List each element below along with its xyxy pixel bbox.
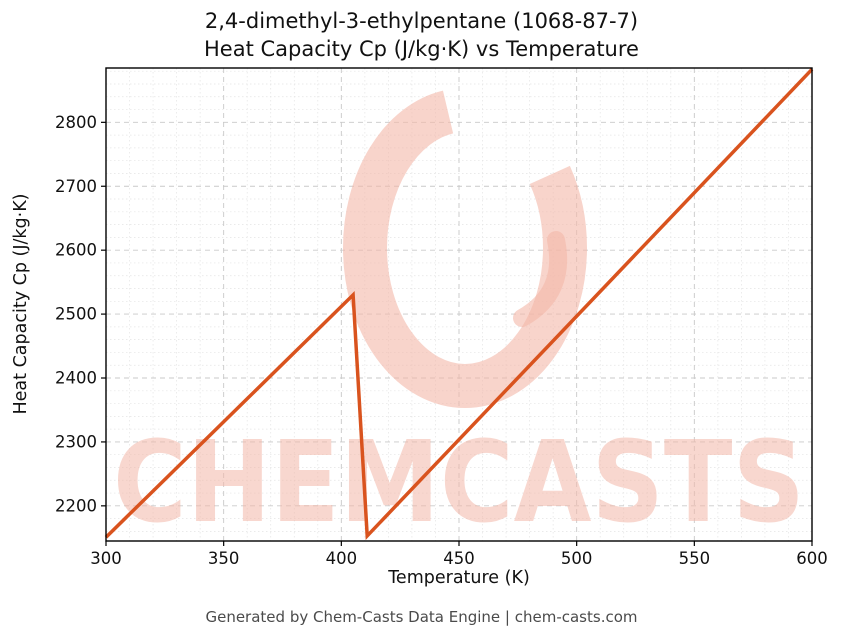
x-tick-label: 600: [796, 549, 828, 568]
x-tick-label: 300: [90, 549, 122, 568]
chart-title-block: 2,4-dimethyl-3-ethylpentane (1068-87-7) …: [0, 8, 843, 63]
y-tick-label: 2700: [55, 177, 97, 196]
y-axis-label: Heat Capacity Cp (J/kg·K): [11, 193, 31, 415]
watermark-logo-c-icon: [343, 88, 587, 408]
x-tick-label: 500: [561, 549, 593, 568]
x-tick-label: 350: [208, 549, 240, 568]
y-tick-label: 2600: [55, 241, 97, 260]
series-line: [104, 68, 814, 541]
chart-subtitle: Heat Capacity Cp (J/kg·K) vs Temperature: [204, 36, 639, 61]
chart-title: 2,4-dimethyl-3-ethylpentane (1068-87-7): [204, 9, 639, 33]
x-tick-label: 450: [443, 549, 475, 568]
y-tick-label: 2400: [55, 369, 97, 388]
x-axis-label: Temperature (K): [388, 568, 530, 588]
y-tick-label: 2500: [55, 305, 97, 324]
y-tick-label: 2800: [55, 113, 97, 132]
footer-text: Generated by Chem-Casts Data Engine | ch…: [205, 608, 638, 626]
x-tick-label: 550: [679, 549, 711, 568]
x-tick-label: 400: [326, 549, 358, 568]
watermark-logo-swirl-icon: [513, 231, 568, 327]
y-tick-label: 2300: [55, 432, 97, 451]
y-tick-label: 2200: [55, 496, 97, 515]
